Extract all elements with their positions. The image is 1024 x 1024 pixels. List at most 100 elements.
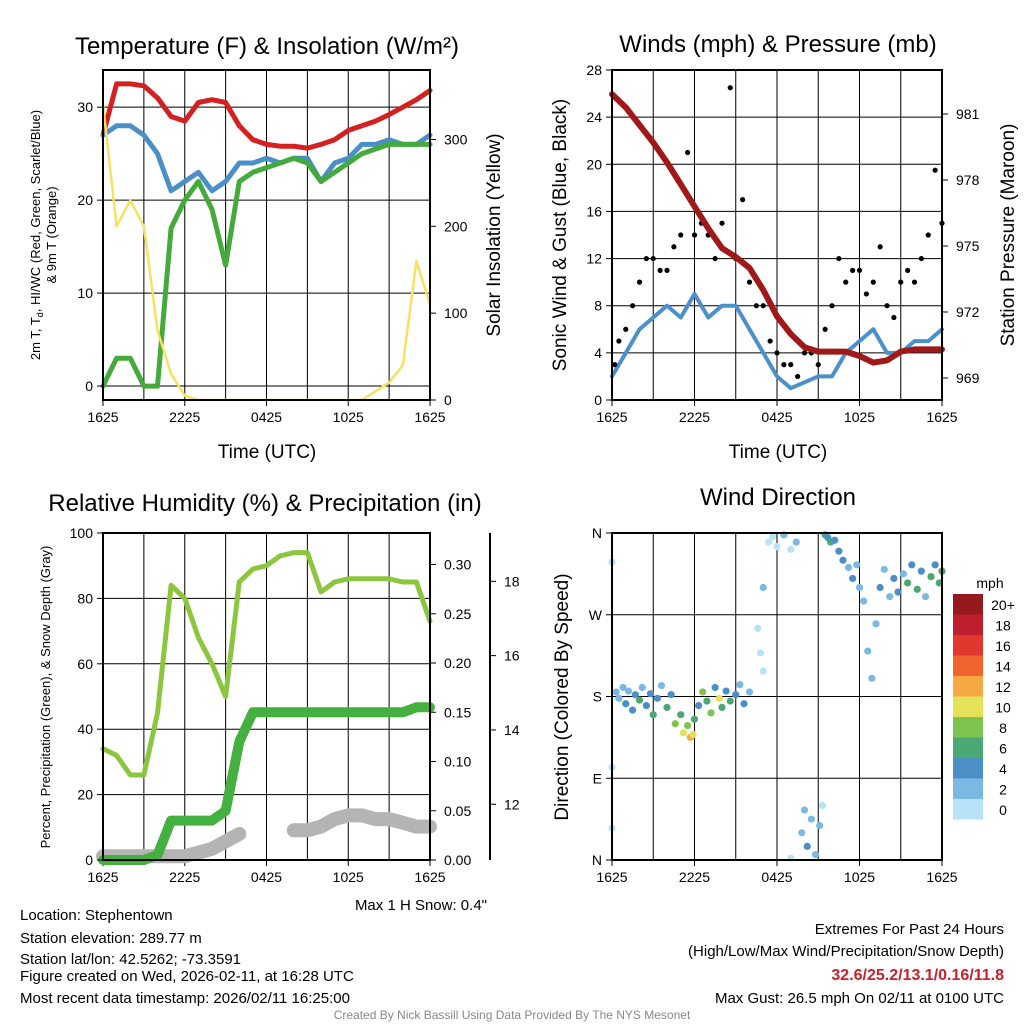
direction-point — [787, 545, 795, 553]
gust-point — [760, 303, 766, 309]
gust-point — [767, 338, 773, 344]
direction-point — [835, 547, 843, 555]
direction-point — [695, 701, 703, 710]
gust-point — [788, 362, 794, 368]
colorbar-swatch — [953, 655, 983, 676]
temperature-title: Temperature (F) & Insolation (W/m²) — [75, 33, 459, 60]
direction-point — [657, 682, 666, 690]
plot-border — [102, 69, 431, 401]
x-tick-label: 2225 — [169, 409, 200, 425]
direction-point — [624, 687, 633, 695]
snow-y-tick-label: 12 — [504, 796, 520, 812]
x-tick-label: 1625 — [414, 869, 445, 885]
humidity-ylabel: Percent, Precipitation (Green), & Snow D… — [38, 546, 53, 849]
direction-point — [642, 701, 650, 710]
solar-y-tick-label: 200 — [444, 218, 468, 234]
wind-y-tick-label: 0 — [594, 392, 602, 408]
winds-ylabel: Sonic Wind & Gust (Blue, Black) — [550, 99, 571, 371]
pressure-y-tick-label: 981 — [956, 106, 980, 122]
direction-point — [853, 561, 861, 569]
direction-point — [849, 574, 857, 583]
gust-point — [932, 167, 938, 173]
precip-y-tick-label: 0.25 — [444, 606, 471, 622]
snow-y-tick-label: 18 — [504, 573, 520, 589]
direction-point — [899, 570, 908, 578]
plot-area-winds: 1625 2225 0425 1025 1625 — [596, 70, 958, 425]
gust-point — [836, 255, 842, 262]
gust-point — [664, 267, 670, 273]
gust-point — [911, 279, 918, 285]
gust-point — [781, 362, 787, 368]
plot-border — [611, 69, 943, 401]
pressure-y-tick-label: 972 — [956, 304, 980, 320]
direction-point — [679, 729, 688, 737]
temp-y-tick-label: 30 — [77, 99, 93, 115]
gust-point — [891, 314, 897, 321]
plot-area-direction: 1625 2225 0425 1025 1625 — [596, 533, 958, 885]
series-wind — [610, 291, 944, 391]
colorbar-label: 2 — [999, 782, 1007, 798]
gust-point — [829, 303, 835, 309]
wind-y-tick-label: 4 — [594, 345, 602, 361]
direction-y-tick-label: E — [593, 770, 602, 786]
direction-point — [707, 709, 715, 717]
direction-ylabel: Direction (Colored By Speed) — [552, 573, 573, 820]
colorbar-label: 6 — [999, 741, 1007, 757]
direction-title: Wind Direction — [700, 484, 856, 511]
x-tick-label: 1625 — [596, 409, 627, 425]
colorbar-label: 20+ — [991, 597, 1015, 613]
direction-point — [703, 697, 711, 705]
direction-point — [671, 720, 679, 728]
colorbar-swatch — [953, 717, 983, 738]
x-tick-label: 1625 — [87, 869, 118, 885]
gust-point — [870, 279, 876, 285]
gust-point — [623, 326, 629, 332]
gust-point — [691, 232, 698, 238]
direction-point — [667, 691, 675, 699]
direction-point — [773, 543, 781, 551]
direction-point — [872, 620, 880, 628]
direction-point — [759, 583, 767, 592]
temp-y-tick-label: 20 — [77, 192, 93, 208]
colorbar-title: mph — [976, 575, 1003, 591]
direction-point — [615, 694, 623, 702]
x-tick-label: 1025 — [844, 409, 875, 425]
winds-xlabel: Time (UTC) — [729, 442, 828, 463]
wind-y-tick-label: 28 — [586, 62, 602, 78]
direction-y-tick-label: N — [592, 852, 602, 868]
gust-point — [884, 303, 890, 309]
direction-point — [699, 688, 707, 696]
gust-point — [616, 338, 622, 344]
gust-point — [643, 255, 649, 262]
precip-y-tick-label: 0.00 — [444, 852, 471, 868]
gust-point — [671, 244, 677, 250]
direction-point — [855, 583, 864, 592]
x-tick-label: 0425 — [251, 869, 282, 885]
direction-point — [726, 697, 734, 705]
direction-point — [759, 667, 767, 675]
gust-point — [712, 255, 718, 262]
temp-y-tick-label: 0 — [85, 378, 93, 394]
location-text: Location: Stephentown — [20, 907, 173, 924]
ylabel-part: 2m T, T — [28, 317, 43, 360]
temp-y-tick-label: 10 — [77, 285, 93, 301]
gust-point — [650, 255, 656, 262]
solar-y-tick-label: 300 — [444, 131, 468, 147]
colorbar-label: 18 — [995, 618, 1011, 634]
direction-point — [653, 694, 661, 702]
gust-point — [856, 267, 863, 273]
direction-point — [677, 711, 685, 719]
x-tick-label: 0425 — [761, 869, 792, 885]
temperature-ylabel-line1: 2m T, Td, HI/WC (Red, Green, Scarlet/Blu… — [28, 110, 45, 360]
direction-point — [818, 801, 826, 810]
latlon-text: Station lat/lon: 42.5262; -73.3591 — [20, 951, 241, 968]
credit-text: Created By Nick Bassill Using Data Provi… — [334, 1008, 691, 1022]
gust-point — [801, 350, 808, 356]
direction-point — [807, 815, 815, 823]
x-tick-label: 2225 — [679, 409, 710, 425]
direction-point — [740, 700, 748, 708]
gust-point — [863, 291, 869, 297]
colorbar-label: 4 — [999, 761, 1007, 777]
direction-point — [619, 683, 627, 692]
